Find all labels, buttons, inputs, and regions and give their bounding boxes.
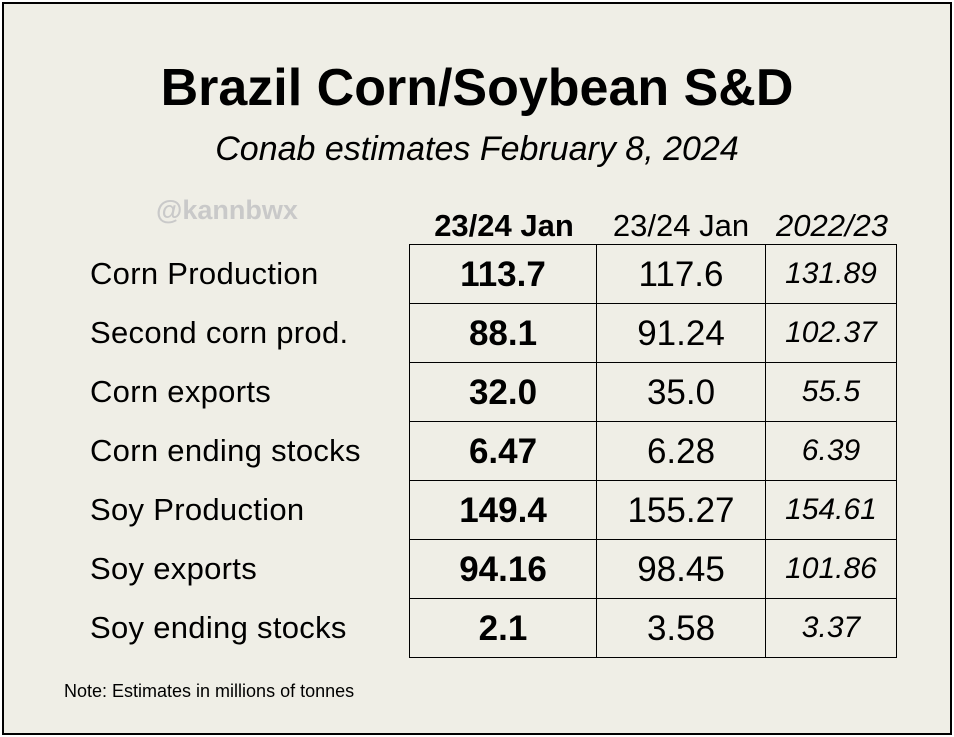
watermark-handle: @kannbwx: [156, 195, 298, 225]
cell-prior-year: 131.89: [765, 244, 897, 304]
row-label: Corn Production: [90, 256, 319, 291]
cell-prior-year: 6.39: [765, 421, 897, 481]
chart-title: Brazil Corn/Soybean S&D: [160, 59, 794, 117]
cell-previous: 117.6: [596, 244, 766, 304]
table-row: 88.1 91.24 102.37: [409, 303, 897, 363]
chart-subtitle: Conab estimates February 8, 2024: [215, 130, 739, 168]
cell-prior-year: 154.61: [765, 480, 897, 540]
table-row: 6.47 6.28 6.39: [409, 421, 897, 481]
table-row: 2.1 3.58 3.37: [409, 598, 897, 658]
cell-current: 94.16: [409, 539, 597, 599]
column-header-current: 23/24 Jan: [434, 208, 574, 243]
table-row: 113.7 117.6 131.89: [409, 244, 897, 304]
cell-prior-year: 102.37: [765, 303, 897, 363]
row-label: Soy Production: [90, 492, 305, 527]
footnote: Note: Estimates in millions of tonnes: [64, 681, 355, 701]
cell-previous: 6.28: [596, 421, 766, 481]
cell-previous: 98.45: [596, 539, 766, 599]
cell-previous: 155.27: [596, 480, 766, 540]
table-row: 94.16 98.45 101.86: [409, 539, 897, 599]
row-label: Corn ending stocks: [90, 433, 361, 468]
data-table: 113.7 117.6 131.89 88.1 91.24 102.37 32.0 35.0 5…: [409, 244, 897, 658]
table-row: 149.4 155.27 154.61: [409, 480, 897, 540]
cell-current: 88.1: [409, 303, 597, 363]
cell-previous: 3.58: [596, 598, 766, 658]
table-row: 32.0 35.0 55.5: [409, 362, 897, 422]
row-label: Soy ending stocks: [90, 610, 347, 645]
cell-current: 6.47: [409, 421, 597, 481]
cell-prior-year: 3.37: [765, 598, 897, 658]
cell-prior-year: 55.5: [765, 362, 897, 422]
cell-current: 113.7: [409, 244, 597, 304]
cell-prior-year: 101.86: [765, 539, 897, 599]
cell-previous: 91.24: [596, 303, 766, 363]
cell-current: 2.1: [409, 598, 597, 658]
column-header-previous: 23/24 Jan: [612, 208, 750, 243]
column-header-prior-year: 2022/23: [775, 208, 889, 243]
row-label: Second corn prod.: [90, 315, 349, 350]
cell-previous: 35.0: [596, 362, 766, 422]
row-label: Corn exports: [90, 374, 272, 409]
cell-current: 149.4: [409, 480, 597, 540]
cell-current: 32.0: [409, 362, 597, 422]
row-label: Soy exports: [90, 551, 257, 586]
row-labels: Corn Production Second corn prod. Corn exp…: [90, 244, 361, 657]
table-body: 113.7 117.6 131.89 88.1 91.24 102.37 32.0 35.0 5…: [409, 244, 897, 658]
